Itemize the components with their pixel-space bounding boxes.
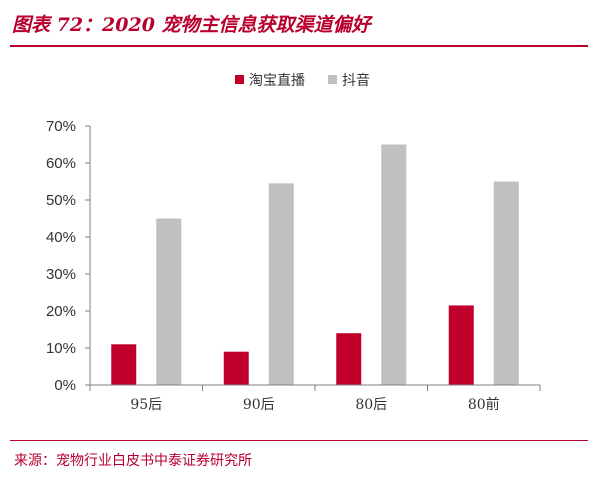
bars — [111, 144, 519, 385]
y-axis: 0% 10% 20% 30% 40% 50% 60% 70% — [46, 118, 91, 394]
legend-swatch — [328, 75, 337, 84]
y-tick-label: 20% — [46, 303, 76, 320]
legend-swatch — [235, 75, 244, 84]
x-category-label: 80后 — [355, 397, 387, 413]
y-tick-label: 70% — [46, 118, 76, 135]
y-tick-label: 30% — [46, 266, 76, 283]
title-divider — [10, 45, 588, 47]
bar-chart: 淘宝直播 抖音 0% 10% 20% 30% 40% 50% 60% 70% 95后 90后 80后… — [46, 72, 541, 413]
footer-divider — [10, 440, 588, 441]
x-axis: 95后 90后 80后 80前 — [89, 384, 541, 413]
y-tick-label: 50% — [46, 192, 76, 209]
x-category-label: 80前 — [468, 396, 500, 413]
x-category-label: 90后 — [243, 397, 275, 413]
legend: 淘宝直播 抖音 — [235, 72, 370, 89]
bar-douyin — [156, 218, 182, 385]
y-tick-label: 40% — [46, 229, 76, 246]
y-tick-label: 60% — [46, 155, 76, 172]
bar-douyin — [493, 181, 519, 385]
bar-taobao-live — [336, 333, 362, 385]
source-note: 来源：宠物行业白皮书中泰证券研究所 — [14, 453, 252, 469]
bar-taobao-live — [448, 305, 474, 385]
bar-douyin — [381, 144, 407, 385]
y-tick-label: 10% — [46, 340, 76, 357]
bar-taobao-live — [223, 351, 249, 385]
x-category-label: 95后 — [130, 397, 162, 413]
legend-label: 淘宝直播 — [249, 72, 305, 89]
bar-douyin — [268, 183, 294, 385]
chart-title: 图表 72：2020 宠物主信息获取渠道偏好 — [12, 14, 371, 36]
bar-taobao-live — [111, 344, 137, 385]
y-tick-label: 0% — [54, 377, 76, 394]
legend-label: 抖音 — [342, 72, 370, 89]
